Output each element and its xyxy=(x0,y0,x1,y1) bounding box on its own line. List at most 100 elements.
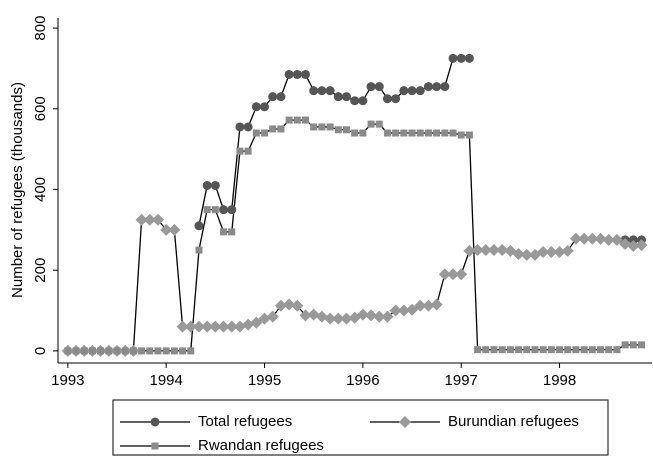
x-tick-label: 1995 xyxy=(248,372,281,389)
point xyxy=(194,221,204,231)
point xyxy=(72,347,80,355)
point xyxy=(293,116,301,124)
y-tick-label: 200 xyxy=(32,258,49,283)
point xyxy=(569,232,582,245)
point xyxy=(201,320,214,333)
point xyxy=(358,96,368,106)
point xyxy=(392,129,400,137)
legend-marker xyxy=(151,442,159,450)
point xyxy=(447,268,460,281)
legend-marker xyxy=(399,416,411,428)
point xyxy=(220,228,228,236)
point xyxy=(317,86,327,96)
y-tick-label: 600 xyxy=(32,96,49,121)
point xyxy=(334,126,342,134)
point xyxy=(341,92,351,102)
point xyxy=(506,346,514,354)
point xyxy=(266,310,279,323)
point xyxy=(457,131,465,139)
point xyxy=(545,246,558,259)
point xyxy=(407,86,417,96)
y-tick-label: 400 xyxy=(32,177,49,202)
point xyxy=(291,299,304,312)
series-line xyxy=(198,57,642,241)
point xyxy=(367,120,375,128)
point xyxy=(537,246,550,259)
point xyxy=(307,308,320,321)
point xyxy=(594,232,607,245)
point xyxy=(438,268,451,281)
point xyxy=(187,347,195,355)
point xyxy=(268,92,278,102)
point xyxy=(250,316,263,329)
point xyxy=(391,94,401,104)
point xyxy=(274,299,287,312)
point xyxy=(315,310,328,323)
point xyxy=(602,233,615,246)
point xyxy=(578,232,591,245)
point xyxy=(424,129,432,137)
point xyxy=(160,223,173,236)
point xyxy=(613,346,621,354)
point xyxy=(219,205,229,215)
y-tick-label: 0 xyxy=(32,347,49,355)
point xyxy=(151,213,164,226)
point xyxy=(325,86,335,96)
legend-label: Rwandan refugees xyxy=(198,437,324,454)
point xyxy=(580,346,588,354)
point xyxy=(192,320,205,333)
point xyxy=(64,347,72,355)
point xyxy=(441,129,449,137)
point xyxy=(588,346,596,354)
point xyxy=(332,312,345,325)
point xyxy=(340,312,353,325)
point xyxy=(423,82,433,92)
point xyxy=(471,244,484,257)
point xyxy=(228,228,236,236)
point xyxy=(143,213,156,226)
x-tick-label: 1996 xyxy=(346,372,379,389)
legend-label: Total refugees xyxy=(198,413,292,430)
point xyxy=(597,346,605,354)
point xyxy=(455,268,468,281)
point xyxy=(373,310,386,323)
point xyxy=(496,244,509,257)
point xyxy=(605,346,613,354)
legend-box xyxy=(112,399,609,456)
point xyxy=(400,129,408,137)
point xyxy=(430,298,443,311)
point xyxy=(105,347,113,355)
point xyxy=(382,94,392,104)
point xyxy=(284,69,294,79)
point xyxy=(261,129,269,137)
point xyxy=(365,309,378,322)
point xyxy=(432,82,442,92)
point xyxy=(381,310,394,323)
point xyxy=(627,239,640,252)
point xyxy=(121,347,129,355)
point xyxy=(515,346,523,354)
point xyxy=(479,244,492,257)
point xyxy=(635,239,648,252)
point xyxy=(351,129,359,137)
y-tick-label: 800 xyxy=(32,16,49,41)
point xyxy=(258,312,271,325)
point xyxy=(610,233,623,246)
x-tick-label: 1998 xyxy=(543,372,576,389)
point xyxy=(342,126,350,134)
point xyxy=(260,102,270,112)
point xyxy=(154,347,162,355)
point xyxy=(195,246,203,254)
point xyxy=(210,180,220,190)
point xyxy=(310,123,318,131)
point xyxy=(512,248,525,261)
point xyxy=(422,299,435,312)
point xyxy=(283,298,296,311)
point xyxy=(324,312,337,325)
point xyxy=(416,129,424,137)
point xyxy=(168,223,181,236)
point xyxy=(277,125,285,133)
point xyxy=(80,347,88,355)
x-tick-label: 1993 xyxy=(51,372,84,389)
point xyxy=(184,320,197,333)
